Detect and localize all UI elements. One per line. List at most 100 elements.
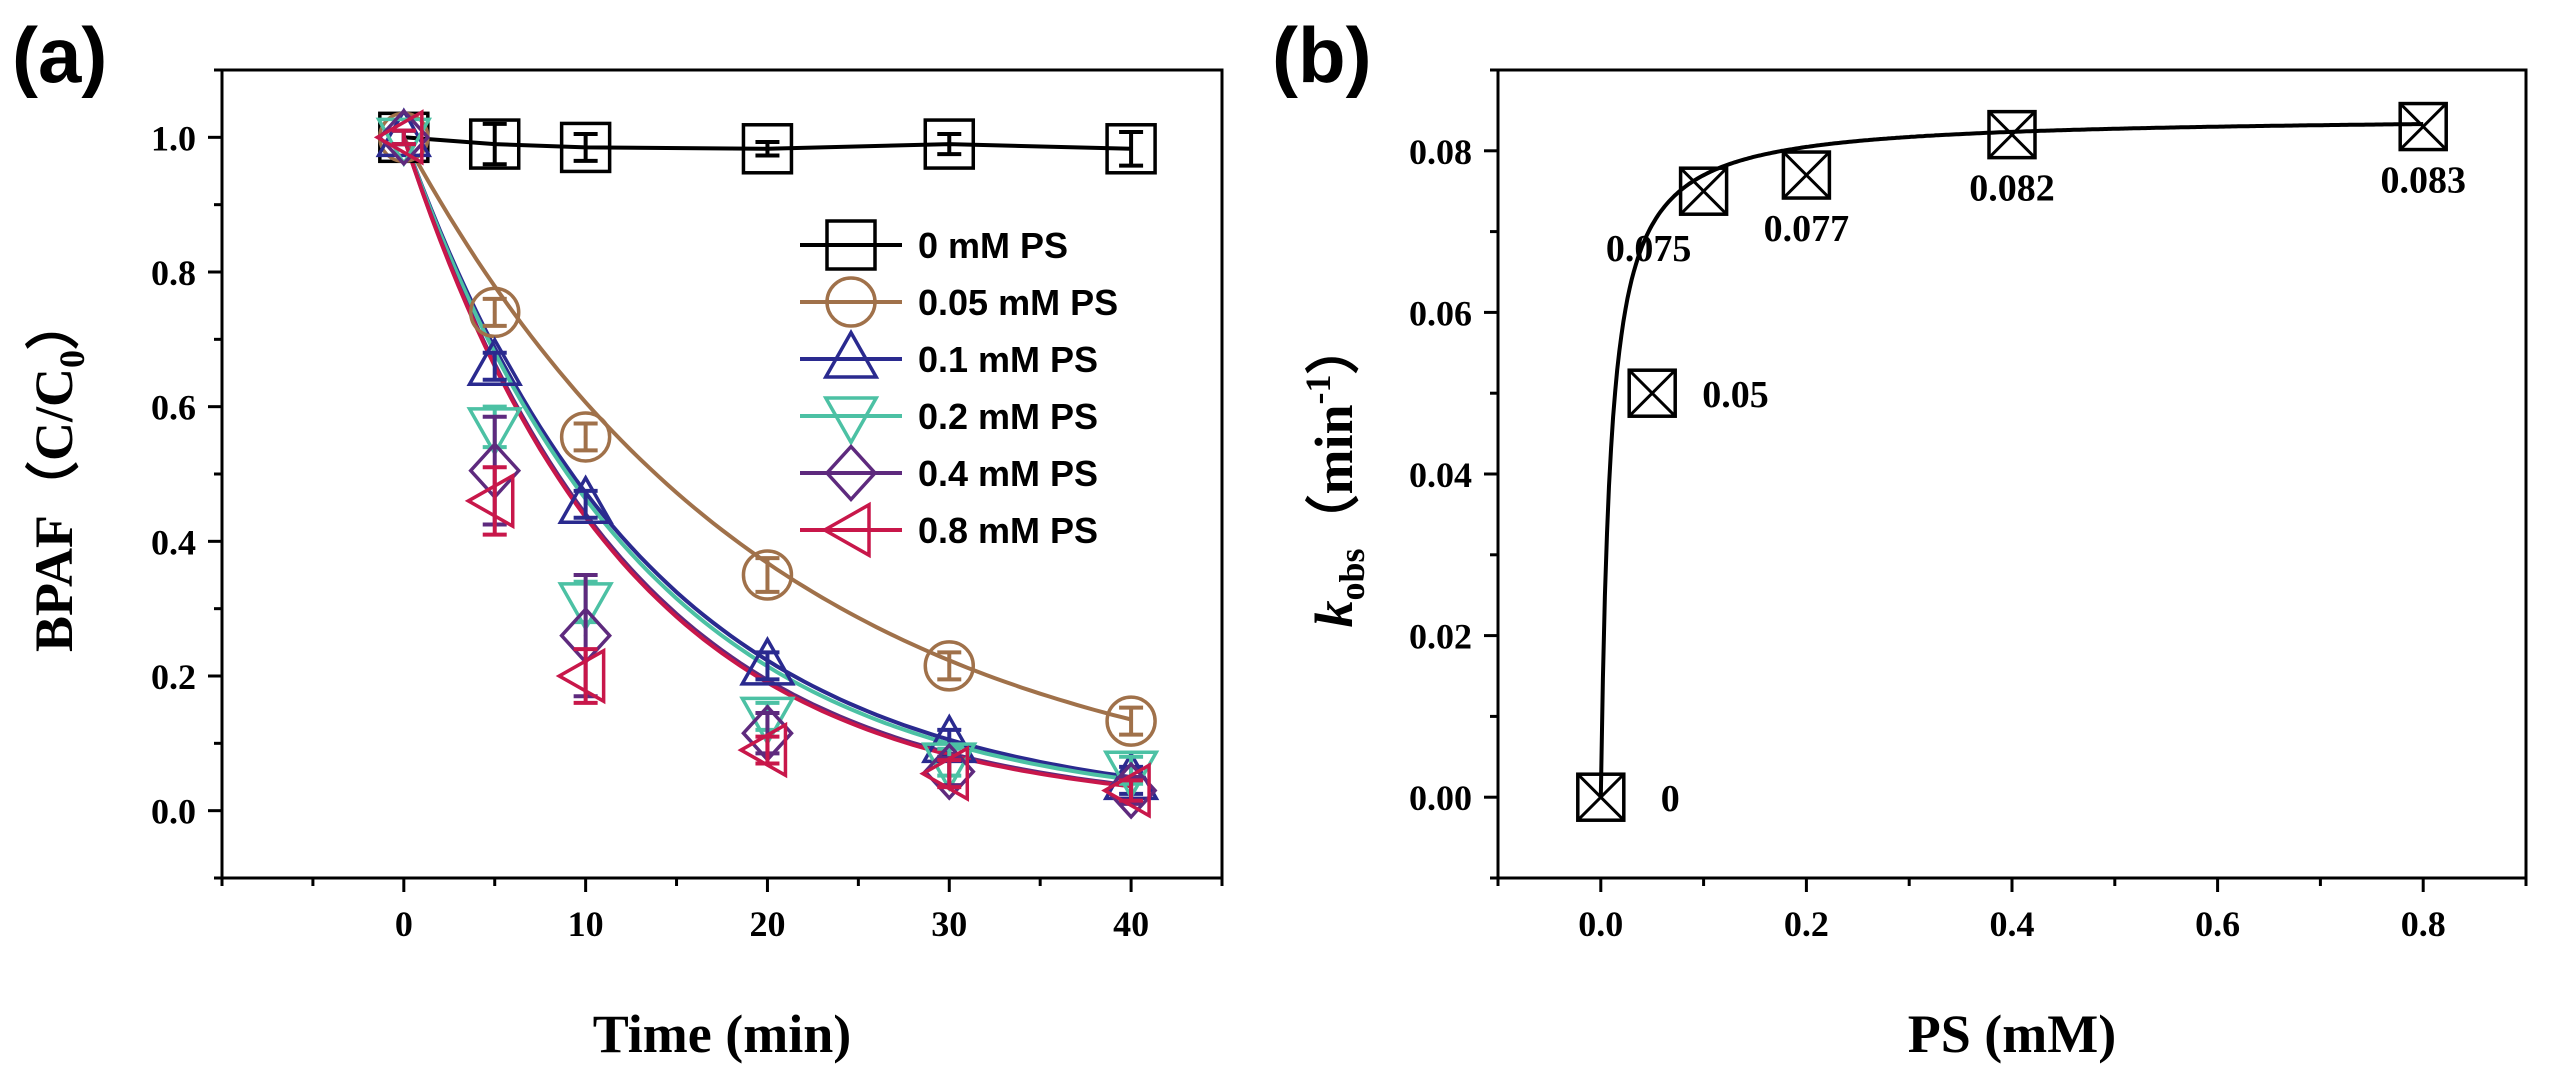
legend-marker-center-dot (849, 414, 853, 418)
marker-series-5-center-dot (583, 674, 588, 678)
point-series-1 (741, 549, 794, 601)
legend-marker-shape (825, 219, 877, 271)
marker-series-5-shape (555, 647, 606, 705)
legend-item-5: 0.8 mM PS (800, 501, 1098, 559)
boxed-x-marker-center-dot (2010, 132, 2014, 137)
boxed-x-marker (2398, 101, 2448, 152)
legend-marker-center-dot (849, 243, 853, 247)
marker-series-1 (923, 640, 976, 692)
marker-series-1-center-dot (583, 435, 588, 439)
boxed-x-marker-center-dot (1599, 795, 1603, 799)
marker-series-5-center-dot (947, 771, 952, 776)
x-tick-label: 30 (931, 904, 967, 944)
marker-series-1-shape (1105, 695, 1157, 747)
marker-series-5-center-dot (765, 748, 770, 752)
point-series-0 (468, 118, 521, 170)
point-series-5 (555, 647, 606, 705)
x-tick-label: 0.4 (1990, 904, 2035, 944)
panel-a-x-axis-title: Time (min) (593, 1004, 851, 1064)
point-series-1 (923, 640, 976, 692)
panel-b-fit-curve (1598, 122, 2424, 798)
data-point-2: 0.075 (1606, 166, 1729, 270)
marker-series-3-shape (466, 407, 523, 457)
boxed-x-marker (1627, 368, 1677, 418)
panel-b-y-axis-title: kobs（min-1） (1298, 320, 1372, 627)
point-series-1 (559, 411, 612, 463)
marker-series-1-center-dot (492, 310, 497, 315)
marker-series-5 (919, 745, 970, 802)
panel-a-y-axis-title: BPAF（C/C0） (24, 296, 92, 652)
y-tick-label: 0.06 (1409, 293, 1472, 333)
x-tick-label: 0.2 (1784, 904, 1829, 944)
y-tick-label: 0.00 (1409, 778, 1472, 818)
legend-marker-center-dot (849, 300, 853, 304)
panel-a-y-title-main: BPAF（C/C (24, 368, 84, 652)
marker-series-5-shape (373, 109, 424, 166)
x-tick-label: 0.6 (2195, 904, 2240, 944)
y-tick-label: 0.04 (1409, 455, 1472, 495)
data-point-1: 0.05 (1627, 368, 1769, 418)
x-tick-label: 20 (749, 904, 785, 944)
point-series-5 (464, 465, 515, 537)
marker-series-0-center-dot (947, 142, 952, 146)
boxed-x-marker-center-dot (1804, 173, 1809, 177)
legend-marker-shape (821, 501, 871, 559)
point-series-1 (1105, 695, 1157, 747)
marker-series-0 (559, 121, 612, 174)
panel-a-ticks: 0 10 20 30 40 0.0 0.2 0.4 0.6 0.8 1.0 (151, 68, 1224, 944)
panel-a-legend: 0 mM PS 0.05 mM PS 0.1 mM PS 0.2 mM PS 0.4 m… (800, 219, 1118, 559)
marker-series-5-shape (1101, 762, 1151, 819)
marker-series-0-center-dot (583, 145, 588, 150)
marker-series-2 (466, 336, 523, 387)
legend-marker-center-dot (849, 357, 853, 361)
marker-series-2-center-dot (492, 364, 497, 369)
y-tick-label: 0.08 (1409, 132, 1472, 172)
marker-series-1-shape (923, 640, 976, 692)
legend-label: 0 mM PS (918, 225, 1068, 266)
panel-b-data-points: 0 0.05 0.075 0.077 0.082 0.083 (1576, 101, 2466, 822)
x-tick-label: 0.8 (2401, 904, 2446, 944)
marker-series-2-shape (739, 635, 796, 686)
panel-b-chart: (b) 0.0 0.2 0.4 0.6 0.80.000.020.040.060.08 … (1272, 11, 2528, 1064)
marker-series-1 (741, 549, 794, 601)
legend-marker (821, 501, 871, 559)
boxed-x-marker (1576, 772, 1626, 822)
x-tick-label: 10 (568, 904, 604, 944)
marker-series-5-shape (464, 472, 515, 530)
marker-series-0-center-dot (492, 142, 497, 146)
marker-series-0-shape (1105, 123, 1157, 175)
marker-series-1-center-dot (947, 664, 952, 668)
marker-series-1-center-dot (1129, 719, 1133, 723)
point-series-0 (923, 118, 976, 170)
boxed-x-marker-shape (1576, 772, 1626, 822)
marker-series-0-shape (559, 121, 612, 174)
data-label: 0.077 (1764, 208, 1850, 250)
marker-series-4-center-dot (583, 633, 588, 638)
boxed-x-marker (1781, 150, 1832, 200)
data-label: 0.083 (2380, 160, 2466, 202)
point-series-5 (737, 721, 788, 779)
boxed-x-marker-shape (1987, 109, 2037, 160)
point-series-0 (559, 121, 612, 174)
boxed-x-marker-center-dot (1650, 391, 1654, 396)
marker-series-0-shape (923, 118, 976, 170)
data-point-0: 0 (1576, 772, 1680, 822)
marker-series-1-center-dot (765, 573, 770, 577)
panel-b-ticks: 0.0 0.2 0.4 0.6 0.8 0.00 0.02 0.04 0.06 0.08 (1409, 68, 2528, 944)
legend-item-1: 0.05 mM PS (800, 276, 1118, 328)
panel-b-x-axis-title: PS (mM) (1908, 1004, 2116, 1064)
point-series-2 (739, 635, 796, 686)
marker-series-0 (923, 118, 976, 170)
point-series-2 (557, 474, 614, 525)
panel-b-y-title-k: k (1304, 601, 1364, 628)
marker-series-5 (737, 721, 788, 779)
panel-b-y-title-close: ） (1304, 320, 1364, 374)
legend-label: 0.2 mM PS (918, 396, 1098, 437)
marker-series-4-shape (1104, 761, 1158, 820)
legend-marker-center-dot (849, 471, 853, 475)
x-tick-label: 0.0 (1578, 904, 1623, 944)
data-label: 0.082 (1969, 168, 2055, 210)
legend-marker-shape (825, 276, 877, 328)
panel-a-chart: (a) 0 10 20 30 400.00.20.40.60.81.0 0 mM PS0… (12, 11, 1224, 1064)
marker-series-5-center-dot (492, 499, 497, 503)
